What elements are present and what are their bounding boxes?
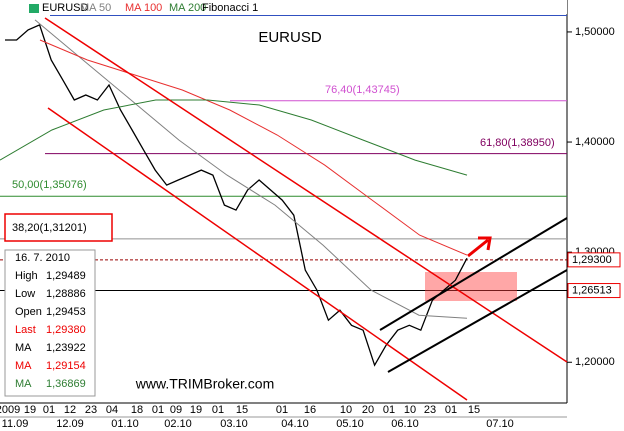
price-label: 1,29300 bbox=[572, 254, 612, 266]
moving-average bbox=[39, 39, 468, 256]
channel-upper bbox=[44, 17, 568, 363]
x-period-label: 07.10 bbox=[486, 418, 514, 430]
price-label-box bbox=[567, 283, 621, 299]
x-tick-label: 23 bbox=[424, 404, 436, 416]
fib-label: 76,40(1,43745) bbox=[325, 84, 400, 96]
x-tick-label: 2009 bbox=[0, 404, 20, 416]
info-label: MA bbox=[15, 360, 32, 372]
x-tick-label: 15 bbox=[468, 404, 480, 416]
info-label: Low bbox=[15, 288, 35, 300]
fib-label-box bbox=[4, 213, 113, 242]
fib-label: 38,20(1,31201) bbox=[12, 222, 87, 234]
x-period-label: 01.10 bbox=[111, 418, 139, 430]
channel-lower bbox=[47, 107, 468, 401]
x-tick-label: 04 bbox=[106, 404, 118, 416]
symbol-icon bbox=[29, 4, 39, 13]
x-tick-label: 15 bbox=[236, 404, 248, 416]
x-tick-label: 10 bbox=[340, 404, 352, 416]
x-tick-label: 12 bbox=[64, 404, 76, 416]
fib-label: 61,80(1,38950) bbox=[480, 137, 555, 149]
x-tick-label: 09 bbox=[170, 404, 182, 416]
symbol[interactable]: EURUSD bbox=[42, 2, 89, 14]
price-line-series bbox=[5, 24, 468, 367]
info-label: MA bbox=[15, 342, 32, 354]
moving-average bbox=[0, 99, 468, 176]
x-tick-label: 01 bbox=[152, 404, 164, 416]
x-tick-label: 01 bbox=[212, 404, 224, 416]
info-label: 16. 7. 2010 bbox=[15, 252, 70, 264]
x-tick-label: 10 bbox=[404, 404, 416, 416]
x-period-label: 03.10 bbox=[220, 418, 248, 430]
arrow bbox=[467, 236, 492, 258]
info-value: 1,29453 bbox=[46, 306, 86, 318]
info-box bbox=[4, 249, 96, 397]
price-label-box bbox=[567, 252, 621, 268]
x-period-label: 05.10 bbox=[336, 418, 364, 430]
price-label: 1,26513 bbox=[572, 284, 612, 296]
info-value: 1,29154 bbox=[46, 360, 86, 372]
y-tick-label: 1,20000 bbox=[575, 356, 615, 368]
info-label: Open bbox=[15, 306, 42, 318]
info-value: 1,29380 bbox=[46, 324, 86, 336]
x-tick-label: 23 bbox=[85, 404, 97, 416]
info-value: 1,36869 bbox=[46, 378, 86, 390]
x-tick-label: 01 bbox=[276, 404, 288, 416]
x-tick-label: 20 bbox=[362, 404, 374, 416]
y-tick-label: 1,50000 bbox=[575, 26, 615, 38]
x-tick-label: 19 bbox=[24, 404, 36, 416]
info-label: Last bbox=[15, 324, 36, 336]
channel-black-lower bbox=[387, 269, 568, 373]
info-value: 1,23922 bbox=[46, 342, 86, 354]
info-label: MA bbox=[15, 378, 32, 390]
x-tick-label: 19 bbox=[190, 404, 202, 416]
x-tick-label: 01 bbox=[43, 404, 55, 416]
chart-title: EURUSD bbox=[258, 29, 322, 46]
fib-label: 50,00(1,35076) bbox=[12, 179, 87, 191]
moving-average bbox=[34, 19, 468, 319]
x-period-label: 04.10 bbox=[281, 418, 309, 430]
x-tick-label: 16 bbox=[304, 404, 316, 416]
fibonacci-menu[interactable]: Fibonacci 1 bbox=[202, 2, 258, 14]
x-tick-label: 01 bbox=[445, 404, 457, 416]
y-tick-label: 1,40000 bbox=[575, 136, 615, 148]
series-layer bbox=[0, 19, 468, 367]
highlight-zone bbox=[425, 272, 517, 301]
x-tick-label: 01 bbox=[383, 404, 395, 416]
legend-entry[interactable]: MA 50 bbox=[80, 2, 111, 14]
legend-entry[interactable]: MA 100 bbox=[125, 2, 162, 14]
info-value: 1,29489 bbox=[46, 270, 86, 282]
info-value: 1,28886 bbox=[46, 288, 86, 300]
x-period-label: 11.09 bbox=[2, 418, 29, 430]
x-period-label: 06.10 bbox=[391, 418, 419, 430]
channel-black-upper bbox=[379, 217, 568, 331]
x-tick-label: 18 bbox=[131, 404, 143, 416]
info-label: High bbox=[15, 270, 38, 282]
x-period-label: 12.09 bbox=[56, 418, 84, 430]
info-rows: 16. 7. 2010 High 1,29489 Low 1,28886 Open 1,29… bbox=[15, 252, 86, 390]
legend: MA 50 MA 100 MA 200 bbox=[80, 2, 206, 14]
watermark: www.TRIMBroker.com bbox=[135, 376, 274, 392]
header-bar bbox=[0, 0, 567, 14]
legend-entry[interactable]: MA 200 bbox=[169, 2, 206, 14]
x-period-label: 02.10 bbox=[164, 418, 192, 430]
